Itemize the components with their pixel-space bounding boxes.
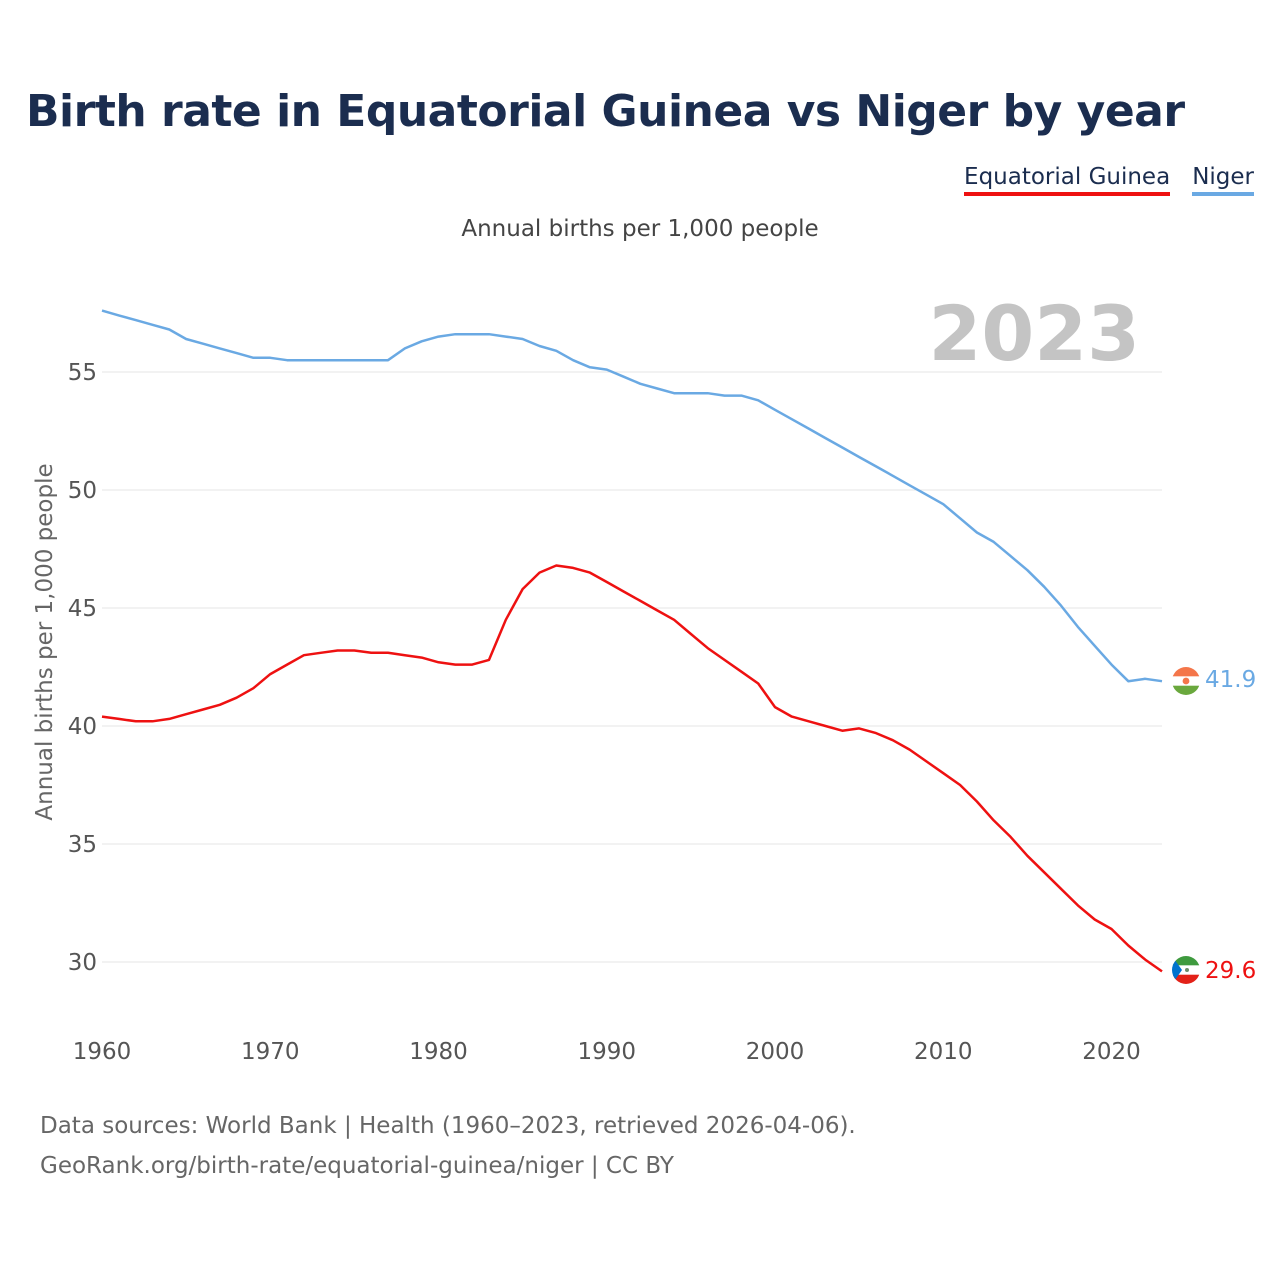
source-line-2[interactable]: GeoRank.org/birth-rate/equatorial-guinea… <box>40 1153 674 1179</box>
series-lines <box>101 309 1163 973</box>
y-tick-label: 30 <box>68 950 97 976</box>
x-tick-label: 1960 <box>73 1039 132 1065</box>
series-line-niger[interactable] <box>101 309 1163 683</box>
gridlines <box>102 371 1162 963</box>
y-tick-label: 50 <box>68 478 97 504</box>
y-tick-label: 35 <box>68 832 97 858</box>
series-line-equatorial-guinea[interactable] <box>101 564 1163 973</box>
x-tick-label: 1980 <box>409 1039 468 1065</box>
legend-item-niger[interactable]: Niger <box>1192 164 1254 196</box>
source-note: Data sources: World Bank | Health (1960–… <box>40 1106 856 1186</box>
x-tick-label: 1970 <box>241 1039 300 1065</box>
equatorial-guinea-flag-icon <box>1172 956 1200 984</box>
y-tick-label: 55 <box>68 360 97 386</box>
y-axis-ticks: 30 35 40 45 50 55 <box>68 360 97 976</box>
x-tick-label: 2020 <box>1082 1039 1141 1065</box>
year-watermark: 2023 <box>928 289 1140 378</box>
y-axis-label: Annual births per 1,000 people <box>32 463 58 820</box>
x-tick-label: 2000 <box>746 1039 805 1065</box>
chart-title: Birth rate in Equatorial Guinea vs Niger… <box>26 86 1185 137</box>
niger-flag-icon <box>1172 667 1200 695</box>
y-tick-label: 45 <box>68 596 97 622</box>
legend-item-equatorial-guinea[interactable]: Equatorial Guinea <box>964 164 1171 196</box>
x-tick-label: 2010 <box>914 1039 973 1065</box>
end-value-niger: 41.9 <box>1205 667 1256 693</box>
x-tick-label: 1990 <box>577 1039 636 1065</box>
series-end-markers: 29.6 41.9 <box>1172 667 1256 984</box>
end-value-equatorial-guinea: 29.6 <box>1205 958 1256 984</box>
y-tick-label: 40 <box>68 714 97 740</box>
chart-subtitle: Annual births per 1,000 people <box>461 216 819 242</box>
source-line-1: Data sources: World Bank | Health (1960–… <box>40 1113 856 1139</box>
legend: Equatorial Guinea Niger <box>964 164 1254 196</box>
x-axis-ticks: 1960 1970 1980 1990 2000 2010 2020 <box>73 1039 1141 1065</box>
